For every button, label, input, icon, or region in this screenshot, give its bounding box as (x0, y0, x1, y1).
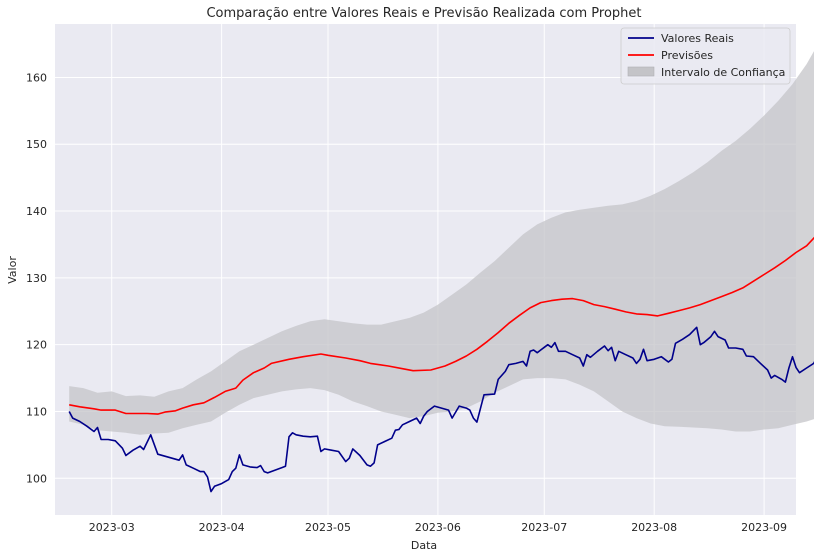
real-values-line (68, 326, 814, 493)
y-tick-label: 120 (26, 339, 47, 352)
confidence-interval-band (69, 51, 814, 435)
y-tick-label: 100 (26, 472, 47, 485)
x-tick-label: 2023-09 (741, 521, 787, 534)
x-tick-label: 2023-03 (89, 521, 135, 534)
y-tick-label: 140 (26, 205, 47, 218)
x-tick-label: 2023-07 (521, 521, 567, 534)
y-tick-label: 160 (26, 71, 47, 84)
legend-label-forecast: Previsões (661, 49, 713, 62)
legend-label-real: Valores Reais (661, 32, 734, 45)
y-tick-label: 130 (26, 272, 47, 285)
forecast-line (69, 236, 814, 415)
x-axis-ticks: 2023-03 2023-04 2023-05 2023-06 2023-07 2023-… (89, 521, 787, 534)
legend-label-interval: Intervalo de Confiança (661, 66, 785, 79)
y-axis-title: Valor (6, 256, 19, 284)
x-tick-label: 2023-06 (415, 521, 461, 534)
x-axis-title: Data (411, 539, 437, 552)
legend: Valores Reais Previsões Intervalo de Con… (620, 27, 791, 85)
y-tick-label: 150 (26, 138, 47, 151)
x-tick-label: 2023-08 (631, 521, 677, 534)
y-axis-ticks: 100 110 120 130 140 150 160 (26, 71, 47, 485)
legend-box (620, 27, 791, 85)
chart-title: Comparação entre Valores Reais e Previsã… (206, 6, 641, 21)
confidence-band-layer (69, 51, 814, 435)
y-tick-label: 110 (26, 405, 47, 418)
legend-swatch-interval (627, 66, 655, 77)
series-lines-layer (68, 236, 814, 493)
x-tick-label: 2023-04 (199, 521, 245, 534)
x-tick-label: 2023-05 (305, 521, 351, 534)
